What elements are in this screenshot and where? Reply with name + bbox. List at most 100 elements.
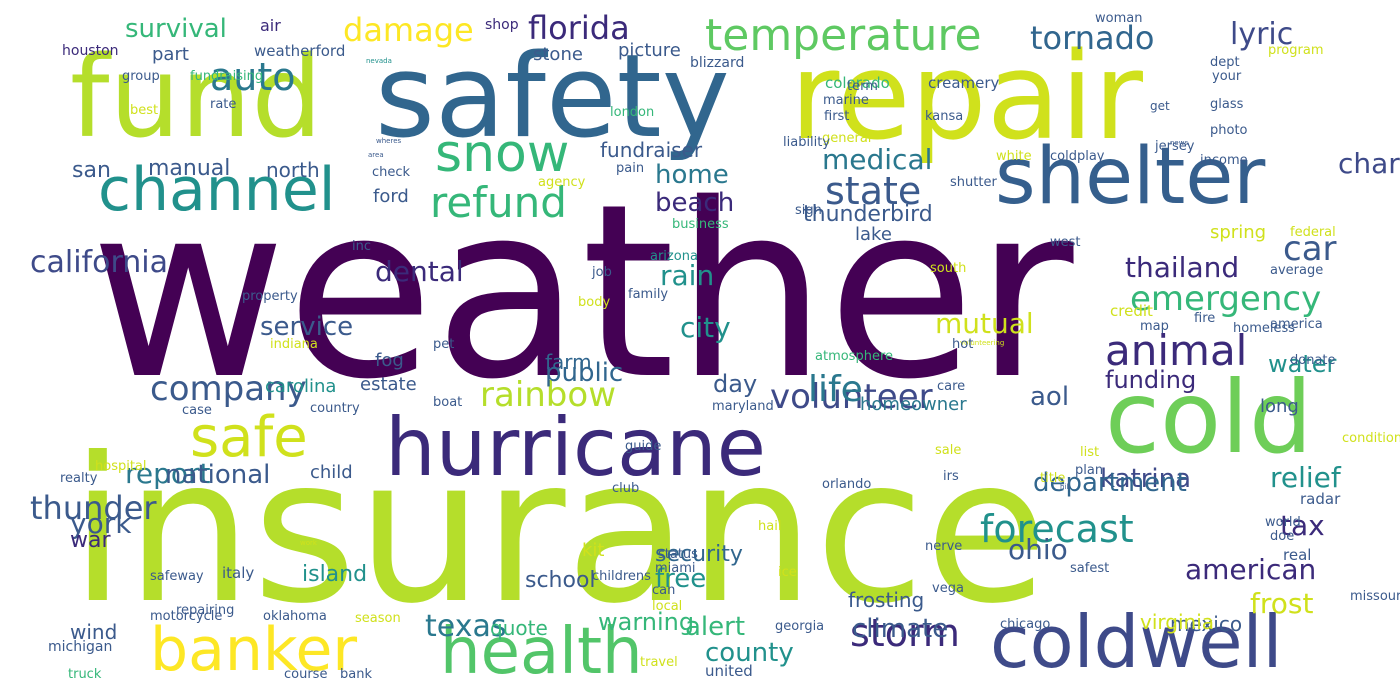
word-virginia: virginia (1140, 610, 1215, 634)
word-safest: safest (1070, 561, 1110, 576)
word-missouri: missouri (1350, 589, 1400, 604)
word-emergency: emergency (1130, 279, 1322, 319)
word-american: american (1185, 553, 1317, 586)
word-car: car (1283, 229, 1337, 269)
word-child: child (310, 462, 353, 483)
word-doe: doe (1270, 529, 1295, 544)
word-lyric: lyric (1230, 17, 1294, 52)
word-california: california (30, 245, 169, 280)
word-orlando: orlando (822, 477, 872, 492)
word-america: america (1270, 317, 1323, 332)
word-arizona: arizona (650, 249, 698, 264)
word-fund: fund (70, 33, 323, 163)
word-national: national (165, 460, 271, 490)
word-volunteer: volunteer (770, 377, 933, 417)
word-family: family (628, 287, 669, 302)
word-state: state (825, 169, 922, 213)
word-free: free (655, 564, 707, 594)
word-liability: liability (783, 135, 831, 150)
word-credit: credit (1110, 302, 1153, 320)
word-property: property (242, 289, 298, 304)
word-safety: safety (375, 30, 730, 164)
word-war: war (70, 528, 111, 553)
word-business: business (672, 217, 729, 232)
word-channel: channel (98, 155, 336, 225)
word-general: general (822, 131, 872, 146)
word-snow: snow (435, 124, 570, 184)
word-real: real (1283, 546, 1312, 564)
word-united: united (705, 662, 753, 680)
word-vega: vega (932, 581, 964, 596)
word-radar: radar (1300, 490, 1341, 508)
word-news: news (1170, 139, 1189, 147)
word-frosting: frosting (848, 588, 925, 612)
word-best: best (130, 103, 159, 118)
word-pet: pet (433, 337, 455, 352)
word-nevada: nevada (366, 57, 392, 65)
word-shelter: shelter (995, 132, 1266, 222)
word-safeway: safeway (150, 569, 204, 584)
word-indiana: indiana (270, 337, 318, 352)
word-coldwell: coldwell (990, 600, 1283, 684)
word-york: york (70, 507, 132, 540)
word-care: care (937, 379, 966, 394)
word-program: program (1268, 43, 1324, 58)
word-blizzard: blizzard (690, 55, 745, 71)
word-homeowner: homeowner (860, 394, 967, 415)
word-atmosphere: atmosphere (815, 349, 893, 364)
word-katrina: katrina (1100, 464, 1192, 494)
word-creamery: creamery (928, 74, 1000, 92)
word-nerve: nerve (925, 539, 963, 554)
word-london: london (610, 105, 655, 120)
word-hill: hill (1060, 483, 1071, 491)
word-childrens: childrens (592, 569, 651, 584)
word-weatherford: weatherford (254, 42, 346, 60)
word-condition: condition (1342, 431, 1400, 446)
word-boat: boat (433, 395, 463, 410)
word-tornado: tornado (1030, 19, 1155, 57)
word-country: country (310, 401, 360, 416)
word-status: status (658, 547, 698, 562)
word-farm: farm (545, 350, 592, 374)
word-lake: lake (855, 224, 892, 245)
word-income: income (1200, 153, 1248, 168)
word-aol: aol (1030, 382, 1070, 412)
word-rate: rate (210, 97, 237, 112)
word-insurance: insurance (70, 415, 1048, 648)
word-kansa: kansa (925, 109, 964, 124)
word-carolina: carolina (265, 376, 337, 397)
word-charity: charity (1338, 147, 1400, 180)
word-term: term (847, 79, 878, 94)
word-public: public (545, 358, 624, 388)
word-weather: weather (90, 152, 1074, 432)
word-homeless: homeless (1233, 321, 1296, 336)
word-survival: survival (125, 14, 227, 44)
word-sign: sign (795, 203, 822, 218)
word-climate: climate (852, 614, 949, 644)
word-inc: inc (352, 239, 371, 254)
word-temperature: temperature (705, 10, 982, 61)
word-group: group (122, 69, 160, 84)
word-marine: marine (823, 93, 869, 108)
word-case: case (182, 403, 212, 418)
word-air: air (260, 16, 281, 35)
word-thunder: thunder (30, 489, 157, 527)
word-volunteering: volunteering (960, 339, 1005, 347)
word-relief: relief (1270, 461, 1341, 494)
word-thunderbird: thunderbird (803, 202, 933, 227)
word-first: first (824, 109, 850, 124)
word-safe: safe (190, 405, 308, 470)
word-refund: refund (430, 178, 567, 227)
word-michigan: michigan (48, 639, 113, 655)
word-tax: tax (1280, 509, 1325, 542)
word-rainbow: rainbow (480, 375, 616, 415)
word-medical: medical (822, 143, 933, 176)
word-fundraising: fundraising (190, 69, 264, 84)
word-houston: houston (62, 43, 119, 59)
word-realty: realty (60, 471, 98, 486)
word-ice: ice (778, 565, 797, 580)
word-service: service (260, 312, 354, 342)
word-your: your (1212, 69, 1242, 84)
word-sale: sale (935, 443, 962, 458)
word-irs: irs (943, 469, 959, 484)
